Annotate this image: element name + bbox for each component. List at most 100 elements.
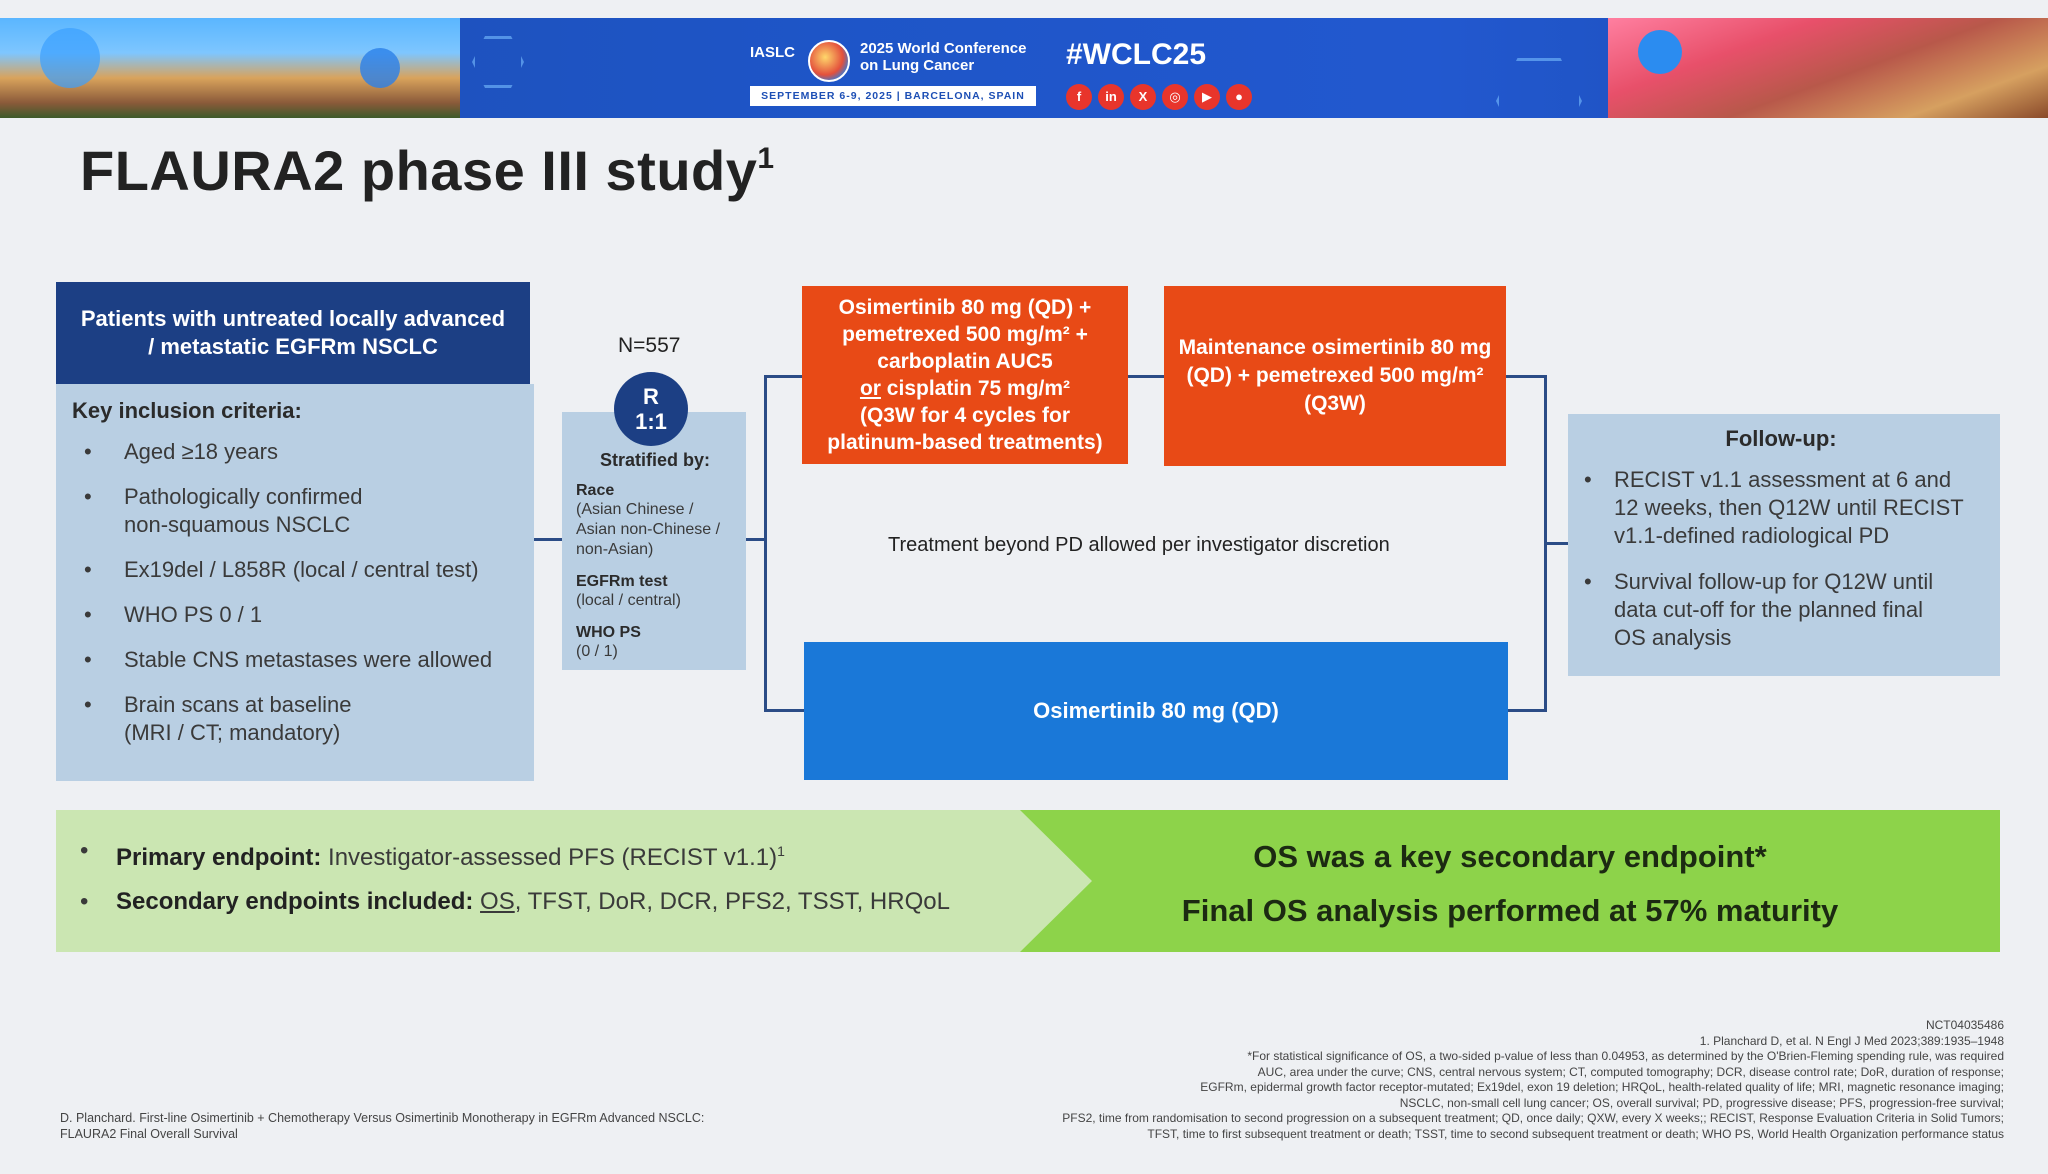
bullet: • bbox=[84, 484, 92, 509]
social-icons: f in X ◎ ▶ ● bbox=[1066, 84, 1252, 110]
factor-name: EGFRm test bbox=[576, 573, 668, 590]
factor-name: Race bbox=[576, 482, 615, 499]
instagram-icon[interactable]: ◎ bbox=[1162, 84, 1188, 110]
hexagon-decoration bbox=[472, 36, 524, 88]
footnote-line: EGFRm, epidermal growth factor receptor-… bbox=[1200, 1080, 2004, 1094]
connector-line bbox=[1544, 542, 1568, 545]
footnote-line: PFS2, time from randomisation to second … bbox=[1062, 1111, 2004, 1125]
os-underlined: OS bbox=[480, 888, 515, 915]
slide-title-text: FLAURA2 phase III study bbox=[80, 139, 758, 202]
bullet: • bbox=[84, 439, 92, 464]
footnote-line: NCT04035486 bbox=[1925, 1018, 2004, 1032]
followup-panel: Follow-up: • RECIST v1.1 assessment at 6 … bbox=[1568, 414, 2000, 676]
footnotes: NCT04035486 1. Planchard D, et al. N Engl… bbox=[944, 1018, 2004, 1142]
connector-line bbox=[746, 538, 766, 541]
criteria-text: Aged ≥18 years bbox=[124, 439, 278, 464]
stratification-factor: Race (Asian Chinese / Asian non-Chinese /… bbox=[576, 481, 734, 560]
bullet: • bbox=[84, 692, 92, 717]
conference-title: 2025 World Conference on Lung Cancer bbox=[860, 40, 1027, 74]
connector-line bbox=[764, 375, 804, 378]
key-secondary-arrow bbox=[1020, 810, 2000, 952]
stratification-factors: Race (Asian Chinese / Asian non-Chinese /… bbox=[576, 481, 734, 662]
criteria-item: • Ex19del / L858R (local / central test) bbox=[72, 556, 518, 584]
bullet: • bbox=[1584, 569, 1592, 594]
followup-text: Survival follow-up for Q12W until data c… bbox=[1614, 569, 1934, 650]
conference-logo: IASLC 2025 World Conference on Lung Canc… bbox=[750, 40, 1040, 110]
randomisation-circle: R 1:1 bbox=[614, 372, 688, 446]
footnote-line: TFST, time to first subsequent treatment… bbox=[1147, 1126, 2004, 1141]
connector-line bbox=[764, 375, 767, 712]
treatment-beyond-pd-note: Treatment beyond PD allowed per investig… bbox=[888, 534, 1390, 556]
secondary-endpoints-rest: , TFST, DoR, DCR, PFS2, TSST, HRQoL bbox=[514, 888, 950, 915]
criteria-heading: Key inclusion criteria: bbox=[72, 398, 302, 423]
connector-line bbox=[1128, 375, 1166, 378]
criteria-text: WHO PS 0 / 1 bbox=[124, 602, 263, 627]
globe-icon bbox=[808, 40, 850, 82]
induction-line: or cisplatin 75 mg/m² bbox=[860, 375, 1070, 402]
primary-endpoint-label: Primary endpoint: bbox=[116, 844, 322, 871]
criteria-text: Pathologically confirmed non-squamous NS… bbox=[124, 484, 363, 537]
linkedin-icon[interactable]: in bbox=[1098, 84, 1124, 110]
connector-line bbox=[1508, 709, 1546, 712]
sample-size: N=557 bbox=[618, 334, 681, 357]
induction-line: pemetrexed 500 mg/m² + bbox=[842, 323, 1088, 346]
hashtag: #WCLC25 bbox=[1066, 38, 1207, 71]
randomisation-ratio: 1:1 bbox=[635, 409, 667, 434]
combination-maintenance-box: Maintenance osimertinib 80 mg (QD) + pem… bbox=[1164, 286, 1506, 466]
combination-induction-box: Osimertinib 80 mg (QD) + pemetrexed 500 … bbox=[802, 286, 1128, 464]
criteria-item: • Pathologically confirmed non-squamous N… bbox=[72, 483, 518, 539]
facebook-icon[interactable]: f bbox=[1066, 84, 1092, 110]
iaslc-logo: IASLC bbox=[750, 44, 795, 61]
induction-line: platinum-based treatments) bbox=[827, 431, 1103, 454]
followup-text: RECIST v1.1 assessment at 6 and 12 weeks… bbox=[1614, 467, 1964, 548]
criteria-item: • Brain scans at baseline (MRI / CT; mand… bbox=[72, 691, 518, 747]
monotherapy-arm-box: Osimertinib 80 mg (QD) bbox=[804, 642, 1508, 780]
stratification-factor: WHO PS (0 / 1) bbox=[576, 623, 734, 662]
secondary-endpoints-label: Secondary endpoints included: bbox=[116, 888, 474, 915]
bullet: • bbox=[84, 602, 92, 627]
slide-title: FLAURA2 phase III study1 bbox=[80, 138, 775, 203]
connector-line bbox=[534, 538, 564, 541]
factor-detail: (0 / 1) bbox=[576, 643, 618, 660]
presentation-citation: D. Planchard. First-line Osimertinib + C… bbox=[60, 1111, 705, 1141]
footnote-line: NSCLC, non-small cell lung cancer; OS, o… bbox=[1399, 1095, 2004, 1110]
wechat-icon[interactable]: ● bbox=[1226, 84, 1252, 110]
criteria-list: • Aged ≥18 years • Pathologically confirmed… bbox=[72, 438, 518, 747]
stratification-panel: Stratified by: Race (Asian Chinese / Asia… bbox=[562, 412, 746, 670]
criteria-text: Brain scans at baseline (MRI / CT; manda… bbox=[124, 692, 352, 745]
key-secondary-line: OS was a key secondary endpoint* bbox=[1253, 839, 1767, 874]
connector-line bbox=[1506, 375, 1546, 378]
connector-line bbox=[764, 709, 806, 712]
conference-dates: SEPTEMBER 6-9, 2025 | BARCELONA, SPAIN bbox=[750, 86, 1036, 106]
induction-line: Osimertinib 80 mg (QD) + bbox=[838, 296, 1092, 319]
randomisation-label: R bbox=[643, 384, 659, 409]
inclusion-criteria-panel: Key inclusion criteria: • Aged ≥18 years •… bbox=[56, 384, 534, 781]
title-footnote-ref: 1 bbox=[757, 142, 775, 175]
followup-heading: Follow-up: bbox=[1725, 426, 1837, 451]
footnote-line: *For statistical significance of OS, a t… bbox=[1247, 1049, 2004, 1063]
footnote-line: 1. Planchard D, et al. N Engl J Med 2023… bbox=[1699, 1033, 2004, 1048]
hexagon-decoration bbox=[1496, 58, 1582, 118]
primary-endpoint: • Primary endpoint: Investigator-assesse… bbox=[80, 837, 785, 871]
factor-detail: (Asian Chinese / Asian non-Chinese / non… bbox=[576, 501, 721, 558]
x-icon[interactable]: X bbox=[1130, 84, 1156, 110]
key-secondary-text: OS was a key secondary endpoint* Final O… bbox=[1100, 830, 1920, 938]
factor-detail: (local / central) bbox=[576, 592, 681, 609]
primary-footnote-ref: 1 bbox=[777, 843, 785, 859]
or-underlined: or bbox=[859, 377, 881, 400]
cisplatin-text: cisplatin 75 mg/m² bbox=[880, 377, 1071, 400]
stratification-factor: EGFRm test (local / central) bbox=[576, 572, 734, 611]
os-maturity-line: Final OS analysis performed at 57% matur… bbox=[1181, 893, 1839, 928]
barcelona-photo-right bbox=[1608, 18, 2048, 118]
followup-item: • RECIST v1.1 assessment at 6 and 12 week… bbox=[1578, 466, 1984, 550]
population-header: Patients with untreated locally advanced… bbox=[56, 282, 530, 384]
bullet: • bbox=[84, 647, 92, 672]
criteria-text: Ex19del / L858R (local / central test) bbox=[124, 557, 479, 582]
criteria-text: Stable CNS metastases were allowed bbox=[124, 647, 493, 672]
youtube-icon[interactable]: ▶ bbox=[1194, 84, 1220, 110]
bullet: • bbox=[84, 557, 92, 582]
followup-item: • Survival follow-up for Q12W until data … bbox=[1578, 568, 1984, 652]
factor-name: WHO PS bbox=[576, 624, 641, 641]
followup-list: • RECIST v1.1 assessment at 6 and 12 week… bbox=[1578, 466, 1984, 652]
